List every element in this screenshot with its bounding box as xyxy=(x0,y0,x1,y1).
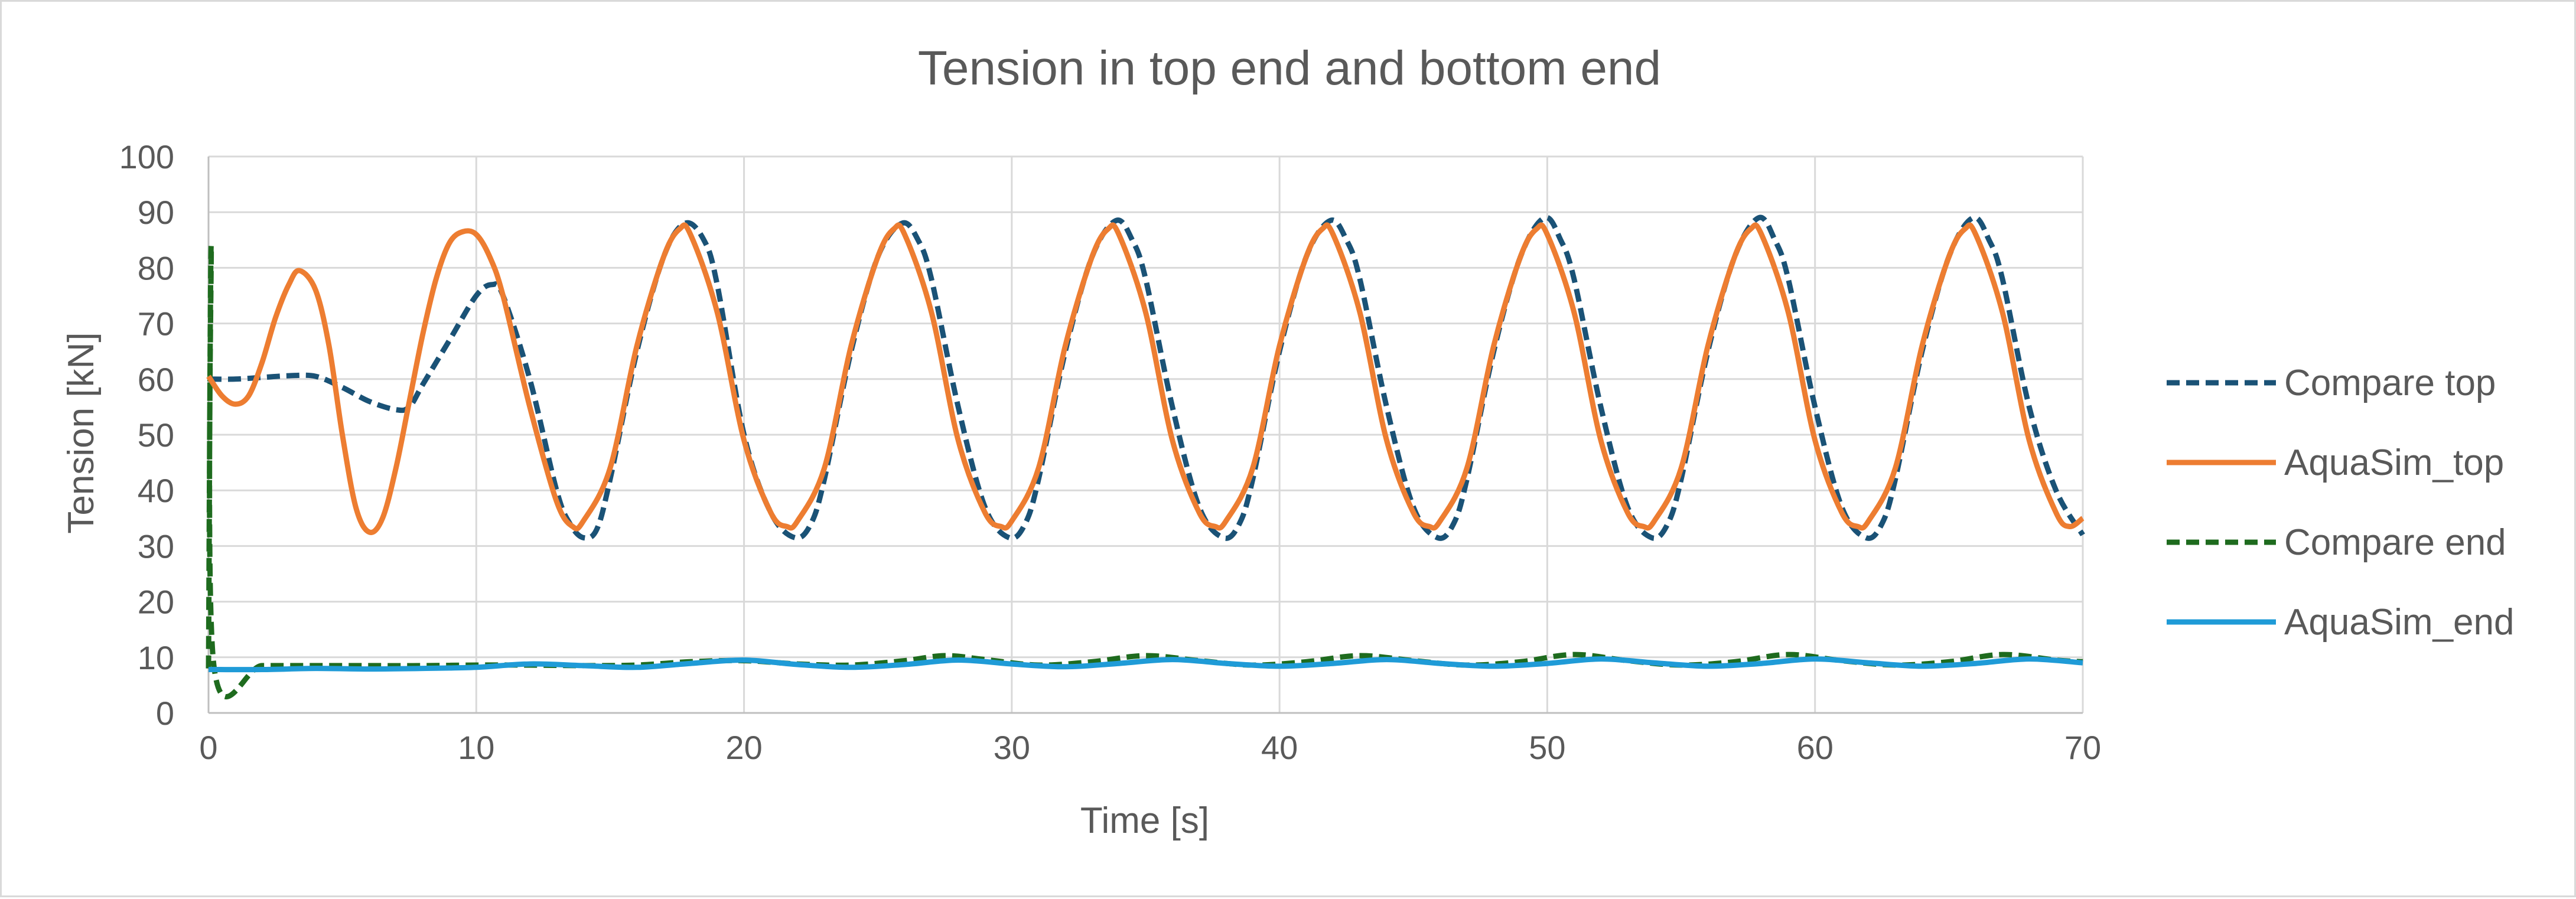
legend-item: AquaSim_end xyxy=(2167,602,2515,643)
x-tick-label: 60 xyxy=(1797,729,1834,766)
legend-label: Compare top xyxy=(2284,363,2496,403)
series-lines xyxy=(206,214,2085,699)
y-tick-label: 30 xyxy=(138,527,174,565)
y-axis-label: Tension [kN] xyxy=(61,332,102,533)
legend-label: AquaSim_top xyxy=(2284,442,2504,483)
y-tick-label: 0 xyxy=(156,695,174,732)
series-line-aquasim-end xyxy=(208,656,2083,673)
series-line-compare-top xyxy=(208,214,2085,541)
x-tick-label: 70 xyxy=(2064,729,2101,766)
legend-item: Compare top xyxy=(2167,363,2496,403)
legend-item: Compare end xyxy=(2167,522,2506,563)
y-tick-label: 10 xyxy=(138,639,174,676)
y-tick-label: 20 xyxy=(138,584,174,621)
y-tick-label: 100 xyxy=(119,138,174,175)
y-tick-label: 50 xyxy=(138,416,174,454)
y-tick-label: 60 xyxy=(138,361,174,398)
x-tick-label: 30 xyxy=(994,729,1030,766)
x-tick-label: 20 xyxy=(725,729,762,766)
y-tick-label: 40 xyxy=(138,472,174,509)
legend: Compare top AquaSim_top Compare end AquaSim… xyxy=(2167,363,2515,643)
x-tick-label: 40 xyxy=(1261,729,1298,766)
x-tick-label: 50 xyxy=(1529,729,1565,766)
y-tick-label: 80 xyxy=(138,249,174,286)
x-tick-label: 10 xyxy=(458,729,494,766)
series-line-aquasim-top xyxy=(206,222,2085,535)
y-tick-label: 90 xyxy=(138,194,174,231)
legend-item: AquaSim_top xyxy=(2167,442,2504,483)
legend-label: Compare end xyxy=(2284,522,2506,563)
x-axis-ticks: 0 10 20 30 40 50 60 70 xyxy=(199,729,2101,766)
x-axis-label: Time [s] xyxy=(1080,800,1209,841)
y-tick-label: 70 xyxy=(138,305,174,343)
gridlines xyxy=(209,155,2084,713)
y-axis-ticks: 0 10 20 30 40 50 60 70 80 90 100 xyxy=(119,138,174,732)
x-tick-label: 0 xyxy=(199,729,217,766)
chart-title: Tension in top end and bottom end xyxy=(918,41,1661,95)
legend-label: AquaSim_end xyxy=(2284,602,2515,643)
